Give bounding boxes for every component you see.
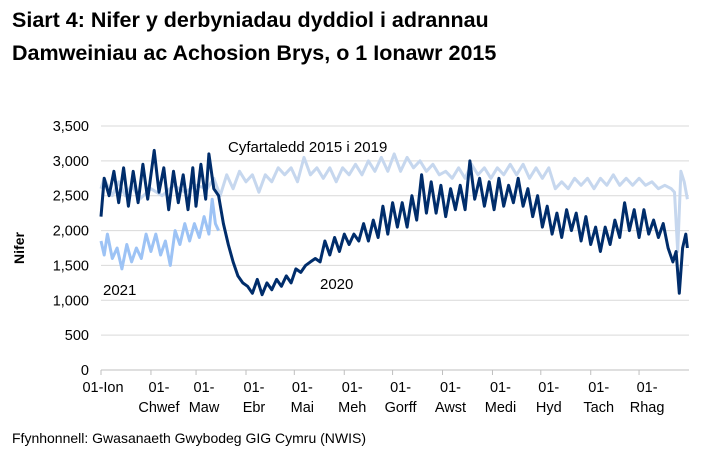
x-tick-label: 01-: [244, 380, 265, 396]
x-tick-label: 01-: [588, 380, 609, 396]
x-tick-label: 01-: [194, 380, 215, 396]
series-label: 2020: [320, 276, 353, 293]
x-tick-label: Tach: [583, 400, 614, 416]
chart-title-line-2: Damweiniau ac Achosion Brys, o 1 Ionawr …: [12, 41, 497, 65]
y-tick-label: 500: [65, 328, 89, 344]
y-tick-label: 2,000: [53, 224, 89, 240]
x-tick-label: 01-: [148, 380, 169, 396]
x-tick-label: Ebr: [243, 400, 266, 416]
x-tick-label: 01-: [538, 380, 559, 396]
y-tick-label: 3,500: [53, 119, 89, 135]
series-line-cyfartaledd-2015-i-2019: [99, 152, 689, 253]
y-tick-label: 0: [81, 363, 89, 379]
x-tick-label: Mai: [291, 400, 314, 416]
y-tick-label: 1,000: [53, 293, 89, 309]
y-tick-label: 2,500: [53, 189, 89, 205]
series-line-2020: [99, 148, 689, 297]
series-label: Cyfartaledd 2015 i 2019: [228, 139, 387, 156]
x-tick-label: Gorff: [385, 400, 418, 416]
x-tick-label: Meh: [338, 400, 366, 416]
x-tick-label: 01-: [342, 380, 363, 396]
series-line-2021: [99, 197, 220, 271]
x-tick-label: Chwef: [138, 400, 180, 416]
y-tick-label: 3,000: [53, 154, 89, 170]
y-axis-label: Nifer: [11, 232, 27, 264]
x-tick-label: 01-Ion: [82, 380, 123, 396]
chart-title-line-1: Siart 4: Nifer y derbyniadau dyddiol i a…: [12, 8, 489, 32]
x-tick-label: 01-: [490, 380, 511, 396]
x-tick-label: Awst: [435, 400, 466, 416]
y-tick-label: 1,500: [53, 258, 89, 274]
x-tick-label: 01-: [292, 380, 313, 396]
x-tick-label: Rhag: [630, 400, 665, 416]
x-tick-label: 01-: [637, 380, 658, 396]
x-tick-label: 01-: [390, 380, 411, 396]
source-note: Ffynhonnell: Gwasanaeth Gwybodeg GIG Cym…: [12, 430, 367, 446]
x-tick-label: Medi: [485, 400, 516, 416]
x-tick-label: Maw: [189, 400, 220, 416]
x-tick-label: 01-: [440, 380, 461, 396]
series-label: 2021: [103, 282, 136, 299]
x-tick-label: Hyd: [536, 400, 562, 416]
